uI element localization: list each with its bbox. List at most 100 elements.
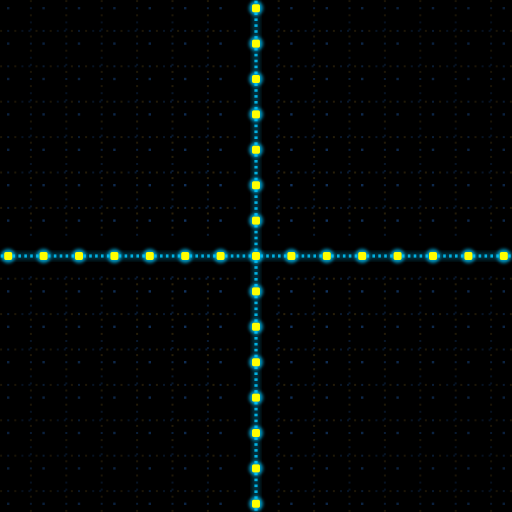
fringe-dot — [509, 348, 512, 351]
fringe-dot — [155, 277, 158, 280]
fringe-dot — [100, 163, 103, 165]
fringe-dot — [171, 403, 174, 406]
fringe-dot — [283, 206, 286, 209]
fringe-dot — [502, 277, 505, 280]
fringe-dot — [383, 198, 386, 201]
fringe-dot — [383, 283, 386, 286]
lattice-dot — [431, 77, 435, 81]
fringe-dot — [49, 313, 52, 316]
fringe-dot — [21, 206, 24, 209]
fringe-dot — [417, 29, 420, 32]
fringe-dot — [100, 375, 103, 378]
fringe-dot — [490, 120, 493, 123]
fringe-dot — [7, 277, 10, 280]
fringe-dot — [21, 348, 24, 351]
axis-dot — [413, 254, 417, 258]
fringe-dot — [419, 332, 422, 335]
fringe-dot — [56, 383, 59, 386]
fringe-dot — [313, 368, 316, 371]
fringe-dot — [383, 417, 386, 420]
fringe-dot — [100, 361, 103, 364]
fringe-dot — [361, 490, 364, 493]
fringe-dot — [148, 383, 151, 386]
fringe-dot — [14, 206, 17, 209]
fringe-dot — [348, 375, 351, 378]
fringe-dot — [340, 206, 342, 209]
lattice-dot — [113, 467, 116, 470]
fringe-dot — [70, 454, 73, 457]
fringe-dot — [502, 419, 505, 422]
fringe-dot — [100, 134, 103, 137]
axis-dot — [195, 254, 198, 258]
fringe-dot — [354, 29, 357, 32]
fringe-dot — [375, 136, 378, 139]
fringe-dot — [171, 460, 174, 463]
peak-dot — [322, 252, 331, 260]
fringe-dot — [277, 283, 280, 286]
fringe-dot — [191, 419, 194, 422]
fringe-dot — [29, 304, 32, 307]
fringe-dot — [313, 163, 316, 165]
fringe-dot — [509, 383, 512, 386]
fringe-dot — [141, 454, 144, 457]
fringe-dot — [361, 383, 364, 386]
fringe-dot — [219, 454, 222, 457]
fringe-dot — [277, 297, 280, 300]
fringe-dot — [383, 85, 386, 88]
fringe-dot — [419, 148, 422, 151]
fringe-dot — [113, 136, 116, 139]
fringe-dot — [136, 35, 139, 38]
fringe-dot — [347, 277, 349, 280]
fringe-dot — [0, 490, 3, 493]
fringe-dot — [100, 502, 103, 505]
fringe-dot — [171, 361, 174, 364]
fringe-dot — [148, 313, 151, 316]
fringe-dot — [361, 277, 364, 280]
fringe-dot — [29, 325, 32, 328]
fringe-dot — [375, 171, 378, 174]
fringe-dot — [206, 297, 209, 300]
fringe-dot — [419, 403, 422, 406]
fringe-dot — [198, 206, 201, 209]
lattice-dot — [77, 325, 81, 328]
peak-dot — [252, 216, 260, 225]
lattice-dot — [77, 396, 81, 399]
fringe-dot — [65, 439, 68, 442]
lattice-dot — [113, 7, 116, 10]
fringe-dot — [113, 348, 116, 351]
fringe-dot — [325, 206, 328, 209]
fringe-dot — [0, 136, 3, 139]
fringe-dot — [277, 340, 280, 342]
fringe-dot — [304, 206, 307, 209]
fringe-dot — [383, 170, 386, 172]
fringe-dot — [65, 481, 68, 484]
fringe-dot — [171, 127, 174, 130]
fringe-dot — [313, 205, 316, 208]
fringe-dot — [65, 347, 68, 349]
fringe-dot — [424, 206, 427, 209]
fringe-dot — [403, 100, 406, 103]
fringe-dot — [205, 206, 208, 209]
fringe-dot — [100, 205, 103, 208]
fringe-dot — [396, 383, 399, 386]
fringe-dot — [318, 136, 321, 139]
fringe-dot — [14, 29, 17, 32]
fringe-dot — [78, 65, 80, 68]
fringe-dot — [313, 191, 316, 194]
fringe-dot — [467, 206, 470, 209]
fringe-dot — [424, 136, 427, 139]
fringe-dot — [383, 0, 386, 3]
fringe-dot — [29, 340, 32, 342]
lattice-dot — [361, 219, 364, 222]
lattice-dot — [42, 7, 45, 10]
axis-dot — [254, 313, 258, 316]
fringe-dot — [277, 127, 280, 130]
fringe-dot — [35, 65, 38, 68]
fringe-dot — [311, 454, 314, 457]
fringe-dot — [495, 490, 498, 493]
fringe-dot — [233, 348, 236, 351]
fringe-dot — [65, 170, 68, 172]
fringe-dot — [226, 383, 229, 386]
fringe-dot — [490, 446, 493, 449]
